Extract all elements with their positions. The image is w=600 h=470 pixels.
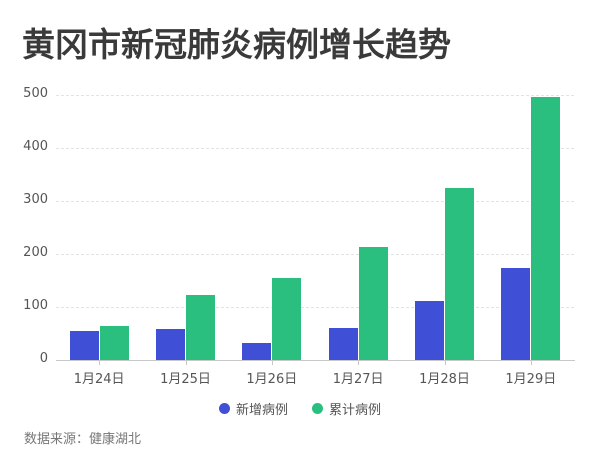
legend-label: 新增病例 bbox=[235, 403, 288, 418]
gridline bbox=[56, 201, 574, 202]
bar-chart: 0 100 200 300 400 500 1月24日 1月25日 1月26日 1月27日 1月28… bbox=[23, 86, 575, 387]
x-tick-label: 1月24日 bbox=[73, 372, 125, 387]
gridline bbox=[56, 254, 574, 255]
legend-item: 新增病例 bbox=[218, 399, 288, 418]
y-tick-label: 100 bbox=[23, 298, 48, 313]
bar-cumulative-cases bbox=[99, 326, 129, 360]
gridline bbox=[56, 95, 574, 96]
gridline bbox=[56, 307, 574, 308]
x-tick bbox=[99, 360, 101, 365]
bar-cumulative-cases bbox=[186, 295, 215, 360]
bar-new-cases bbox=[501, 268, 531, 360]
y-tick-label: 500 bbox=[23, 86, 48, 101]
legend-label: 累计病例 bbox=[329, 403, 382, 418]
y-tick-label: 300 bbox=[23, 192, 48, 207]
legend-item: 累计病例 bbox=[312, 399, 381, 418]
x-tick-label: 1月28日 bbox=[419, 372, 470, 387]
bar-new-cases bbox=[156, 329, 185, 360]
y-tick-label: 200 bbox=[23, 245, 48, 260]
bar-new-cases bbox=[69, 330, 99, 360]
chart-title: 黄冈市新冠肺炎病例增长趋势 bbox=[22, 25, 451, 64]
bar-cumulative-cases bbox=[272, 278, 302, 360]
bar-cumulative-cases bbox=[358, 247, 388, 360]
x-tick-label: 1月25日 bbox=[160, 372, 211, 387]
x-tick-label: 1月26日 bbox=[246, 372, 298, 387]
x-tick bbox=[358, 360, 360, 365]
legend-dot-icon bbox=[312, 403, 323, 414]
x-tick bbox=[271, 360, 273, 365]
gridline bbox=[56, 148, 574, 149]
y-tick-label: 400 bbox=[23, 139, 48, 154]
x-tick bbox=[530, 360, 532, 365]
bar-cumulative-cases bbox=[445, 188, 474, 360]
x-tick bbox=[444, 360, 446, 365]
bar-new-cases bbox=[415, 301, 444, 360]
x-axis bbox=[56, 360, 575, 361]
chart-legend: 新增病例 累计病例 bbox=[0, 399, 600, 418]
bar-cumulative-cases bbox=[531, 97, 561, 360]
x-tick bbox=[185, 360, 187, 365]
y-tick-label: 0 bbox=[39, 351, 48, 366]
x-tick-label: 1月27日 bbox=[332, 372, 384, 387]
data-source-note: 数据来源：健康湖北 bbox=[24, 432, 142, 447]
bar-new-cases bbox=[328, 328, 358, 360]
legend-dot-icon bbox=[218, 403, 230, 414]
x-tick-label: 1月29日 bbox=[505, 372, 557, 387]
bar-new-cases bbox=[242, 342, 272, 360]
